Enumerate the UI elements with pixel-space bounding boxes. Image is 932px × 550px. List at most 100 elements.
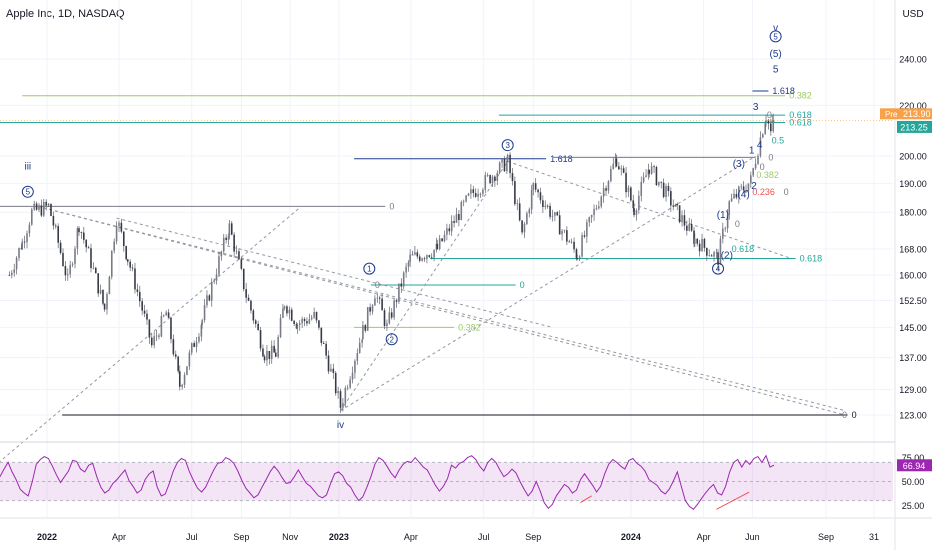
wave-label: (4) xyxy=(738,190,750,201)
rsi-tick-label: 50.00 xyxy=(902,477,925,487)
candle-body xyxy=(174,354,177,357)
candle-body xyxy=(688,224,691,231)
candle-body xyxy=(215,274,218,281)
time-tick-label: Sep xyxy=(525,532,541,542)
candle-body xyxy=(148,319,151,338)
fib-level-label: 0 xyxy=(852,410,857,420)
candle-body xyxy=(303,318,306,322)
candle-body xyxy=(421,258,423,261)
rsi-tick-label: 25.00 xyxy=(902,501,925,511)
candle-body xyxy=(470,189,472,194)
candle-body xyxy=(398,283,400,302)
candle-body xyxy=(155,335,158,337)
candle-body xyxy=(76,228,79,249)
dashed-trendline xyxy=(116,217,553,328)
candle-body xyxy=(696,238,699,244)
candle-body xyxy=(268,350,271,360)
candle-body xyxy=(198,336,200,342)
candle-body xyxy=(40,205,43,216)
candle-body xyxy=(146,313,148,320)
candle-body xyxy=(15,257,18,270)
candle-body xyxy=(136,289,139,292)
candle-body xyxy=(642,177,645,182)
candle-body xyxy=(745,190,747,192)
candle-body xyxy=(320,327,323,343)
candle-body xyxy=(308,319,311,324)
candle-body xyxy=(717,252,719,265)
candle-body xyxy=(472,189,475,193)
time-tick-label: Sep xyxy=(818,532,834,542)
candle-body xyxy=(423,258,426,260)
fib-annotation: 0 xyxy=(735,219,740,229)
candle-body xyxy=(672,205,675,207)
candle-body xyxy=(722,228,724,239)
candle-body xyxy=(683,215,686,226)
candle-body xyxy=(501,158,503,163)
candle-body xyxy=(715,252,718,254)
candle-body xyxy=(296,325,299,329)
fib-annotation: 0 xyxy=(768,152,773,162)
candle-body xyxy=(719,238,722,265)
candle-body xyxy=(206,295,208,306)
pre-label: Pre xyxy=(885,110,898,119)
candle-body xyxy=(474,192,477,197)
wave-circle xyxy=(363,262,376,275)
candle-body xyxy=(381,298,383,311)
price-tick-label: 123.00 xyxy=(899,411,927,421)
candle-body xyxy=(724,228,727,229)
candle-body xyxy=(245,289,247,298)
candle-body xyxy=(576,258,579,260)
candle-body xyxy=(558,215,561,235)
fib-annotation: 1 xyxy=(770,114,775,124)
time-tick-label: Apr xyxy=(697,532,711,542)
candle-body xyxy=(106,294,108,310)
candle-body xyxy=(247,297,250,301)
candle-body xyxy=(491,176,494,184)
candle-body xyxy=(453,221,455,223)
candle-body xyxy=(203,305,206,321)
candle-body xyxy=(54,225,57,227)
wave-label: 5 xyxy=(26,188,31,197)
time-tick-label: Nov xyxy=(282,532,299,542)
fib-annotation: 0 xyxy=(375,280,380,290)
candle-body xyxy=(590,215,593,218)
price-tick-label: 145.00 xyxy=(899,323,927,333)
fib-annotation: 0 xyxy=(842,410,847,420)
candle-body xyxy=(82,232,85,240)
wave-label: 3 xyxy=(505,141,510,150)
candle-body xyxy=(52,215,55,226)
candle-body xyxy=(220,251,223,257)
candle-body xyxy=(346,387,349,389)
candle-body xyxy=(50,203,52,216)
fib-annotation: 0 xyxy=(760,162,765,172)
candle-body xyxy=(395,300,398,302)
price-tick-label: 129.00 xyxy=(899,385,927,395)
fib-annotation: 0.5 xyxy=(772,135,785,145)
candle-body xyxy=(374,298,376,306)
fib-annotation: 0.382 xyxy=(756,170,779,180)
candle-body xyxy=(633,208,635,216)
candle-body xyxy=(369,307,371,312)
wave-label: 4 xyxy=(716,265,721,274)
candle-body xyxy=(334,372,337,394)
candle-body xyxy=(383,310,386,327)
candle-body xyxy=(638,195,640,211)
candle-body xyxy=(181,384,183,387)
candle-body xyxy=(254,320,257,324)
candle-body xyxy=(738,186,740,198)
candle-body xyxy=(129,261,131,268)
price-tick-label: 200.00 xyxy=(899,152,927,162)
candle-body xyxy=(162,315,165,317)
candle-body xyxy=(509,154,511,174)
candle-body xyxy=(43,201,45,216)
rsi-series xyxy=(0,454,775,510)
wave-label: 2 xyxy=(389,335,394,344)
candle-body xyxy=(318,320,320,328)
pre-price-badge xyxy=(880,108,932,120)
candle-body xyxy=(134,268,136,290)
candle-body xyxy=(416,252,419,257)
candle-body xyxy=(238,251,240,260)
candle-body xyxy=(701,238,703,252)
